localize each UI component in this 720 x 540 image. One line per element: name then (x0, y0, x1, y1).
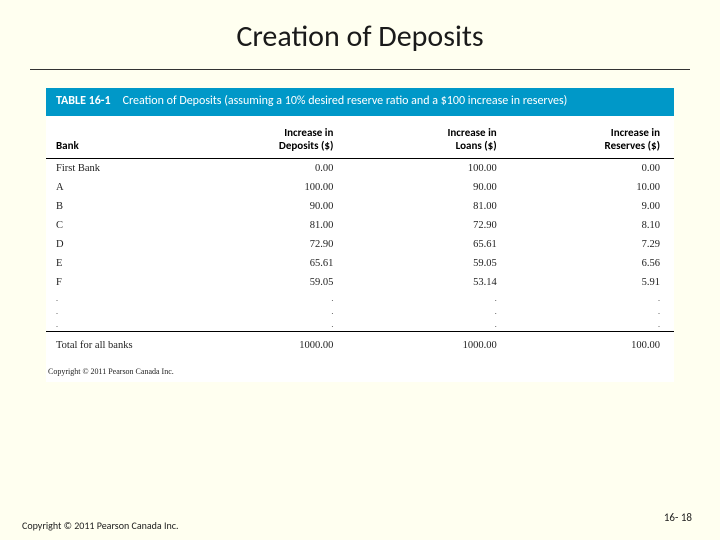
table-cell: 59.05 (347, 254, 510, 273)
table-row: C81.0072.908.10 (46, 216, 674, 235)
table-cell: . (184, 292, 347, 305)
table-cell: . (184, 318, 347, 332)
deposits-table: Bank Increase inDeposits ($) Increase in… (46, 116, 674, 359)
table-cell: . (184, 305, 347, 318)
table-cell: . (511, 318, 674, 332)
table-cell: 100.00 (347, 158, 510, 178)
table-row: First Bank0.00100.000.00 (46, 158, 674, 178)
table-head-row: Bank Increase inDeposits ($) Increase in… (46, 116, 674, 159)
table-cell: . (347, 305, 510, 318)
table-cell: 59.05 (184, 273, 347, 292)
table-figure: TABLE 16-1 Creation of Deposits (assumin… (46, 88, 674, 382)
table-cell: 10.00 (511, 178, 674, 197)
table-cell: 81.00 (184, 216, 347, 235)
footer-page-number: 16- 18 (664, 511, 692, 524)
table-cell: 0.00 (511, 158, 674, 178)
table-cell: 7.29 (511, 235, 674, 254)
footer-copyright: Copyright © 2011 Pearson Canada Inc. (22, 519, 178, 532)
table-cell: 72.90 (347, 216, 510, 235)
table-cell: 0.00 (184, 158, 347, 178)
table-ellipsis-row: .... (46, 292, 674, 305)
table-caption: Creation of Deposits (assuming a 10% des… (123, 94, 568, 110)
table-row: E65.6159.056.56 (46, 254, 674, 273)
table-cell: 65.61 (347, 235, 510, 254)
title-divider (30, 69, 690, 70)
table-cell: 90.00 (347, 178, 510, 197)
table-cell: 6.56 (511, 254, 674, 273)
page-title: Creation of Deposits (30, 10, 690, 69)
table-cell: A (46, 178, 184, 197)
table-cell: E (46, 254, 184, 273)
table-cell: 81.00 (347, 197, 510, 216)
table-ellipsis-row: .... (46, 305, 674, 318)
slide: Creation of Deposits TABLE 16-1 Creation… (0, 0, 720, 540)
table-row: F59.0553.145.91 (46, 273, 674, 292)
table-cell: 100.00 (184, 178, 347, 197)
table-cell: F (46, 273, 184, 292)
table-cell: B (46, 197, 184, 216)
table-cell: . (347, 318, 510, 332)
table-cell: 65.61 (184, 254, 347, 273)
table-cell: 8.10 (511, 216, 674, 235)
col-header-loans: Increase inLoans ($) (347, 116, 510, 159)
col-header-bank: Bank (46, 116, 184, 159)
table-cell: 1000.00 (347, 331, 510, 359)
table-cell: . (347, 292, 510, 305)
table-cell: 90.00 (184, 197, 347, 216)
table-label: TABLE 16-1 (56, 94, 111, 110)
table-cell: 100.00 (511, 331, 674, 359)
table-cell: 1000.00 (184, 331, 347, 359)
table-cell: . (511, 292, 674, 305)
table-cell: . (46, 292, 184, 305)
table-row: B90.0081.009.00 (46, 197, 674, 216)
col-header-deposits: Increase inDeposits ($) (184, 116, 347, 159)
table-cell: 5.91 (511, 273, 674, 292)
table-cell: . (46, 318, 184, 332)
table-total-row: Total for all banks1000.001000.00100.00 (46, 331, 674, 359)
col-header-reserves: Increase inReserves ($) (511, 116, 674, 159)
table-cell: Total for all banks (46, 331, 184, 359)
table-cell: 72.90 (184, 235, 347, 254)
table-cell: D (46, 235, 184, 254)
table-row: A100.0090.0010.00 (46, 178, 674, 197)
table-cell: 9.00 (511, 197, 674, 216)
figure-copyright: Copyright © 2011 Pearson Canada Inc. (46, 359, 674, 382)
table-row: D72.9065.617.29 (46, 235, 674, 254)
table-cell: . (46, 305, 184, 318)
table-cell: C (46, 216, 184, 235)
table-cell: First Bank (46, 158, 184, 178)
table-cell: 53.14 (347, 273, 510, 292)
table-header-bar: TABLE 16-1 Creation of Deposits (assumin… (46, 88, 674, 116)
table-ellipsis-row: .... (46, 318, 674, 332)
table-cell: . (511, 305, 674, 318)
